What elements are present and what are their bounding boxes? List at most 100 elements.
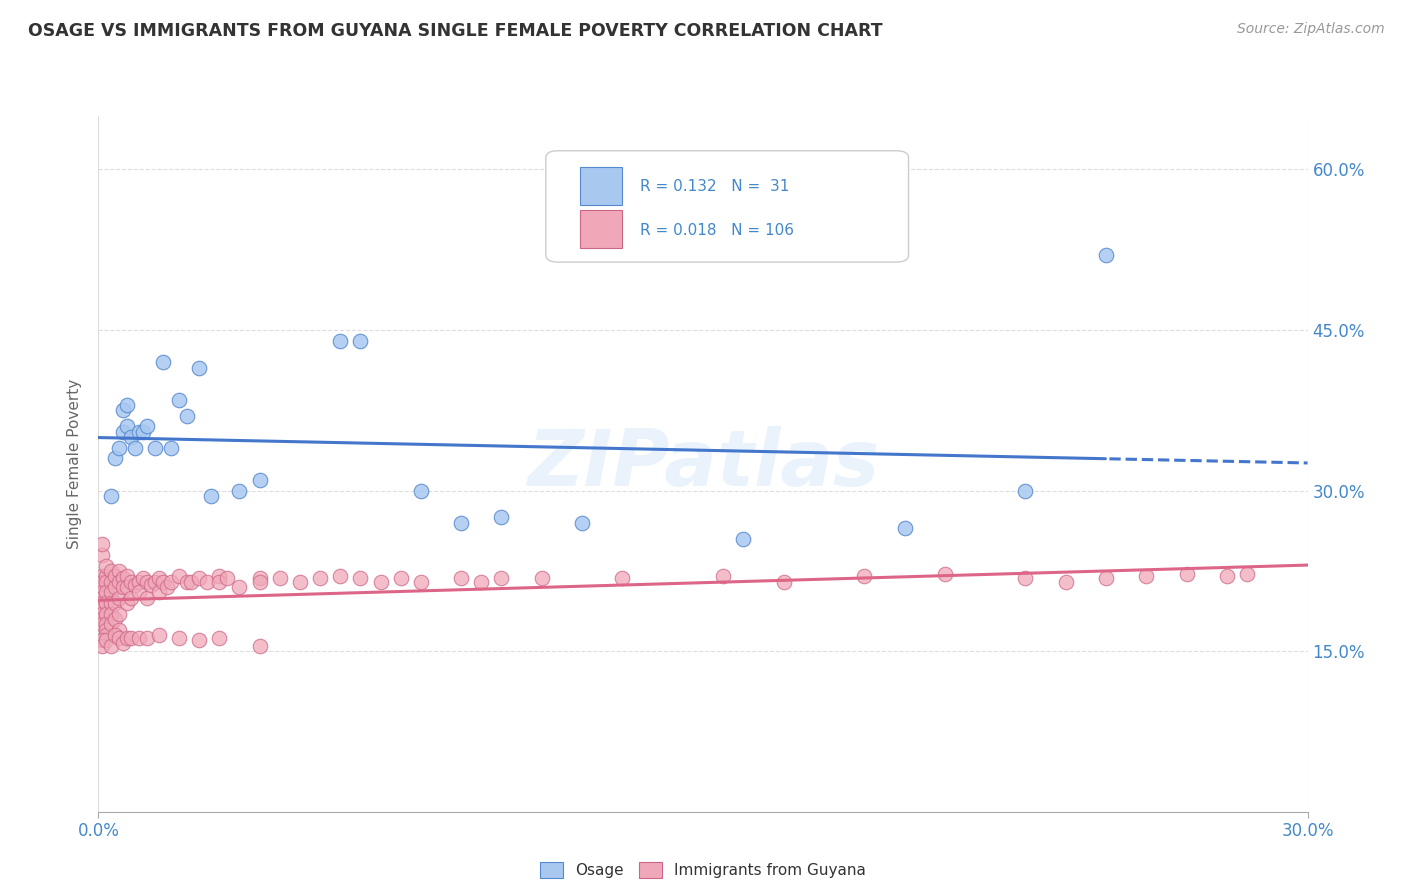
Point	[91, 633, 114, 648]
Point	[612, 571, 634, 585]
Text: R = 0.132   N =  31: R = 0.132 N = 31	[640, 179, 790, 194]
Point	[1095, 571, 1118, 585]
Point	[91, 537, 114, 551]
Point	[107, 591, 129, 605]
Point	[96, 574, 118, 589]
Point	[143, 574, 166, 589]
Point	[148, 585, 170, 599]
Point	[91, 639, 114, 653]
Point	[103, 612, 125, 626]
Point	[1095, 248, 1118, 262]
Point	[111, 571, 134, 585]
Point	[96, 623, 118, 637]
Point	[249, 473, 271, 487]
Point	[96, 569, 118, 583]
Point	[96, 628, 118, 642]
Point	[100, 489, 122, 503]
Point	[148, 571, 170, 585]
Point	[100, 617, 122, 632]
Point	[135, 632, 157, 646]
Point	[115, 580, 138, 594]
Point	[128, 425, 150, 439]
Point	[91, 607, 114, 621]
Point	[167, 392, 190, 407]
Point	[208, 632, 231, 646]
Point	[160, 441, 183, 455]
Point	[111, 403, 134, 417]
Point	[132, 571, 155, 585]
Point	[100, 585, 122, 599]
Point	[349, 334, 371, 348]
FancyBboxPatch shape	[546, 151, 908, 262]
Text: ZIPatlas: ZIPatlas	[527, 425, 879, 502]
Point	[143, 441, 166, 455]
Point	[1135, 569, 1157, 583]
Point	[120, 591, 142, 605]
Point	[711, 569, 734, 583]
Point	[124, 441, 146, 455]
Point	[100, 564, 122, 578]
Point	[176, 409, 198, 423]
Point	[228, 483, 250, 498]
Point	[107, 574, 129, 589]
Point	[249, 574, 271, 589]
Point	[853, 569, 876, 583]
Point	[107, 441, 129, 455]
Point	[167, 569, 190, 583]
Legend: Osage, Immigrants from Guyana: Osage, Immigrants from Guyana	[534, 856, 872, 884]
Point	[107, 607, 129, 621]
Point	[135, 591, 157, 605]
Point	[96, 633, 118, 648]
Point	[115, 419, 138, 434]
Point	[152, 355, 174, 369]
Point	[96, 585, 118, 599]
Point	[91, 591, 114, 605]
Point	[409, 483, 432, 498]
Point	[450, 516, 472, 530]
Point	[208, 574, 231, 589]
Bar	[579, 210, 621, 248]
Point	[772, 574, 794, 589]
Y-axis label: Single Female Poverty: Single Female Poverty	[67, 379, 83, 549]
Point	[156, 580, 179, 594]
Point	[100, 596, 122, 610]
Point	[91, 585, 114, 599]
Point	[103, 569, 125, 583]
Point	[100, 639, 122, 653]
Point	[91, 548, 114, 562]
Point	[200, 489, 222, 503]
Point	[91, 617, 114, 632]
Point	[188, 360, 211, 375]
Point	[470, 574, 492, 589]
Point	[120, 430, 142, 444]
Point	[96, 617, 118, 632]
Point	[309, 571, 332, 585]
Point	[124, 578, 146, 592]
Text: R = 0.018   N = 106: R = 0.018 N = 106	[640, 223, 794, 237]
Point	[107, 564, 129, 578]
Point	[389, 571, 412, 585]
Point	[288, 574, 311, 589]
Text: OSAGE VS IMMIGRANTS FROM GUYANA SINGLE FEMALE POVERTY CORRELATION CHART: OSAGE VS IMMIGRANTS FROM GUYANA SINGLE F…	[28, 22, 883, 40]
Point	[167, 632, 190, 646]
Point	[571, 516, 593, 530]
Point	[107, 623, 129, 637]
Point	[160, 574, 183, 589]
Point	[111, 580, 134, 594]
Text: Source: ZipAtlas.com: Source: ZipAtlas.com	[1237, 22, 1385, 37]
Point	[188, 633, 211, 648]
Point	[269, 571, 291, 585]
Point	[91, 601, 114, 615]
Point	[91, 569, 114, 583]
Point	[91, 612, 114, 626]
Point	[135, 419, 157, 434]
Point	[329, 334, 352, 348]
Point	[139, 578, 162, 592]
Point	[115, 569, 138, 583]
Point	[91, 574, 114, 589]
Point	[409, 574, 432, 589]
Point	[103, 451, 125, 466]
Point	[208, 569, 231, 583]
Point	[148, 628, 170, 642]
Point	[1216, 569, 1239, 583]
